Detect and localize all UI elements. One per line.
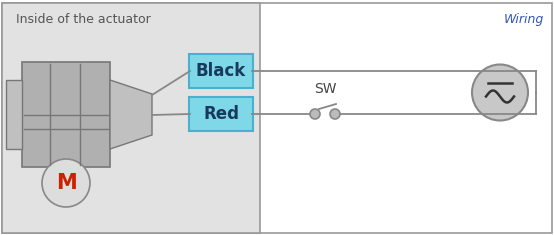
Text: M: M (55, 173, 76, 193)
Text: SW: SW (314, 82, 336, 96)
FancyBboxPatch shape (189, 97, 253, 131)
Text: Wiring: Wiring (504, 13, 544, 26)
Circle shape (330, 109, 340, 119)
Polygon shape (110, 80, 152, 149)
FancyBboxPatch shape (2, 3, 260, 233)
Circle shape (42, 159, 90, 207)
FancyBboxPatch shape (2, 3, 552, 233)
FancyBboxPatch shape (189, 54, 253, 88)
Text: Inside of the actuator: Inside of the actuator (16, 13, 151, 26)
Text: Black: Black (196, 62, 246, 80)
FancyBboxPatch shape (6, 80, 22, 149)
FancyBboxPatch shape (22, 62, 110, 167)
Circle shape (472, 64, 528, 121)
Text: Red: Red (203, 105, 239, 123)
Circle shape (310, 109, 320, 119)
